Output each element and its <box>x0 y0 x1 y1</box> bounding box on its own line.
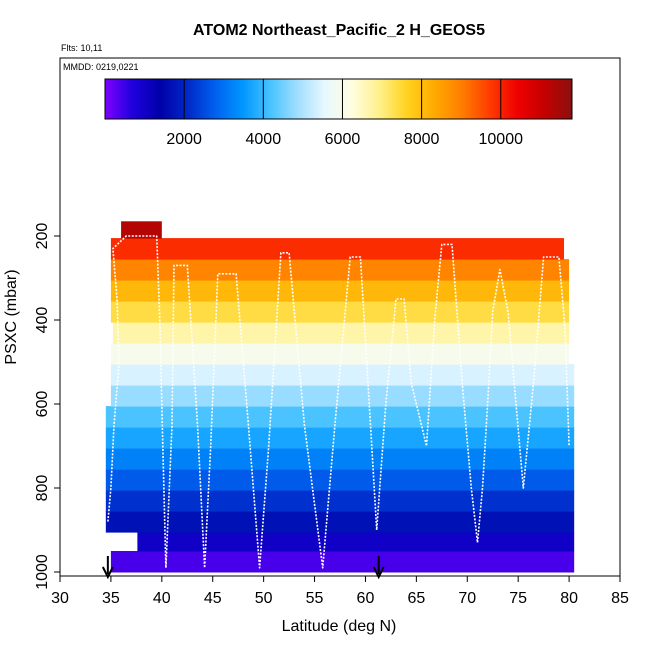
heatmap-cell-5 <box>105 448 575 470</box>
x-tick-label-9: 75 <box>509 590 527 607</box>
x-tick-label-2: 40 <box>153 590 171 607</box>
x-axis-label: Latitude (deg N) <box>282 618 397 635</box>
heatmap-cell-3 <box>105 490 575 512</box>
colorbar: 2000 4000 6000 8000 10000 <box>104 78 573 148</box>
y-tick-label-0: 200 <box>34 223 51 250</box>
y-tick-label-4: 1000 <box>34 554 51 590</box>
arrow-marker-0 <box>101 556 114 580</box>
heatmap-cell-6 <box>105 427 575 449</box>
heatmap-cell-10 <box>110 343 570 365</box>
date-note: MMDD: 0219,0221 <box>63 62 139 72</box>
x-tick-label-7: 65 <box>407 590 425 607</box>
x-tick-label-0: 30 <box>51 590 69 607</box>
flights-note: Flts: 10,11 <box>61 43 102 53</box>
heatmap-cell-8 <box>110 385 575 407</box>
heatmap-cell-15 <box>110 238 564 260</box>
x-axis: 30 35 40 45 50 55 60 65 70 75 80 85 <box>51 576 629 607</box>
colorbar-gradient <box>104 78 573 120</box>
heatmap-cell-11 <box>112 322 570 344</box>
x-tick-label-1: 35 <box>102 590 120 607</box>
heatmap-cell-4 <box>105 469 575 491</box>
y-axis-label: PSXC (mbar) <box>3 269 20 364</box>
chart-title: ATOM2 Northeast_Pacific_2 H_GEOS5 <box>193 22 485 39</box>
arrow-marker-1 <box>372 556 385 580</box>
flight-track-line <box>107 235 570 569</box>
x-tick-label-10: 80 <box>560 590 578 607</box>
heatmap-cell-9 <box>110 364 575 386</box>
heatmap-cell-0 <box>110 551 575 573</box>
x-tick-label-5: 55 <box>306 590 324 607</box>
heatmap-cell-7 <box>105 406 575 428</box>
x-tick-label-11: 85 <box>611 590 629 607</box>
x-tick-label-8: 70 <box>458 590 476 607</box>
heatmap-cell-2 <box>105 511 575 533</box>
y-axis: 200 400 600 800 1000 <box>34 223 60 590</box>
colorbar-tick-label-0: 2000 <box>166 131 202 148</box>
heatmap-cell-1 <box>137 532 575 552</box>
x-tick-label-3: 45 <box>204 590 222 607</box>
heatmap-cells <box>105 221 575 573</box>
y-tick-label-2: 600 <box>34 391 51 418</box>
heatmap-cell-12 <box>110 301 570 323</box>
x-tick-label-6: 60 <box>357 590 375 607</box>
arrow-markers <box>101 556 385 580</box>
colorbar-tick-label-3: 8000 <box>404 131 440 148</box>
colorbar-tick-label-2: 6000 <box>325 131 361 148</box>
plot-frame <box>59 57 621 577</box>
colorbar-tick-label-1: 4000 <box>246 131 282 148</box>
x-tick-label-4: 50 <box>255 590 273 607</box>
heatmap-cell-16 <box>121 221 162 239</box>
colorbar-ticks: 2000 4000 6000 8000 10000 <box>166 79 523 148</box>
plot-area <box>101 221 575 580</box>
y-tick-label-3: 800 <box>34 475 51 502</box>
y-tick-label-1: 400 <box>34 307 51 334</box>
colorbar-tick-label-4: 10000 <box>479 131 524 148</box>
heatmap-cell-13 <box>110 280 570 302</box>
